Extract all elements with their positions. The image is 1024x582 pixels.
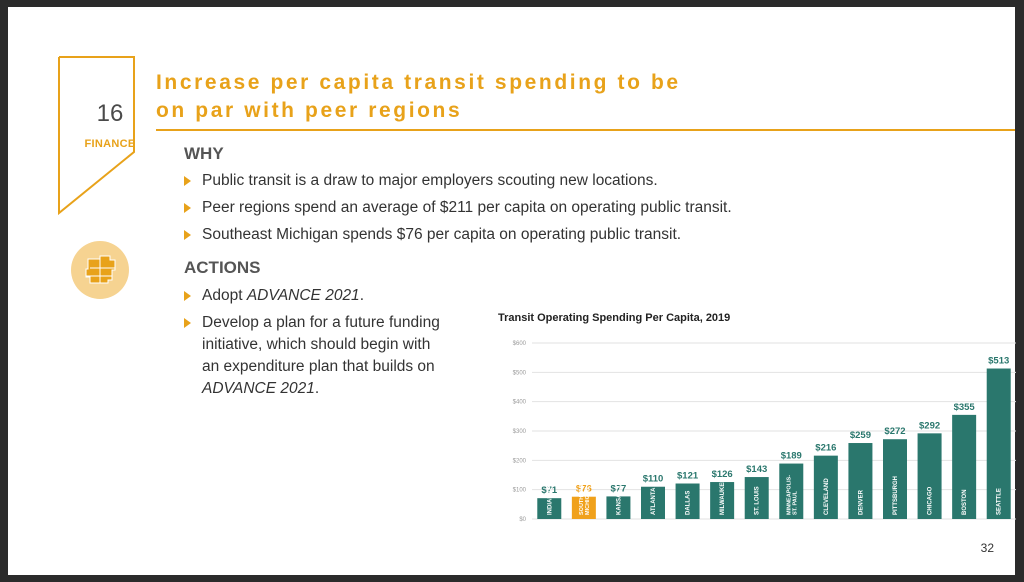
bar — [779, 463, 804, 519]
category-label: DENVER — [858, 489, 864, 515]
bullet-arrow-icon — [184, 230, 191, 240]
why-heading: WHY — [184, 144, 224, 163]
data-label: $77 — [610, 483, 626, 494]
bullet-arrow-icon — [184, 318, 191, 328]
y-tick-label: $600 — [513, 341, 527, 347]
category-label: FINANCE — [84, 138, 136, 150]
category-label: SOUTHEASTMICHIGAN — [579, 480, 591, 515]
category-label: CHICAGO — [928, 486, 934, 515]
bar — [606, 496, 631, 519]
goal-number: 16 — [96, 100, 124, 127]
bar — [848, 443, 873, 519]
title-divider — [156, 129, 1015, 131]
region-map-icon — [71, 241, 129, 299]
data-label: $292 — [919, 420, 940, 431]
y-tick-label: $500 — [513, 370, 527, 376]
data-label: $126 — [712, 469, 733, 480]
spending-bar-chart: $0 $100 $200 $300 $400 $500 $600 $71INDIANAPOLI… — [513, 341, 1016, 523]
bar — [710, 482, 735, 519]
bar — [917, 433, 942, 519]
bar — [883, 439, 907, 519]
bar — [813, 455, 838, 519]
bar — [744, 477, 769, 519]
bar — [641, 486, 665, 519]
why-bullet-1: Public transit is a draw to major employ… — [184, 170, 658, 192]
y-tick-label: $0 — [519, 517, 526, 523]
data-label: $110 — [643, 474, 664, 485]
bar — [952, 414, 977, 519]
bar — [571, 496, 596, 519]
why-bullet-3: Southeast Michigan spends $76 per capita… — [184, 224, 681, 246]
data-label: $76 — [576, 484, 592, 495]
category-label: CLEVELAND — [824, 478, 830, 515]
category-label: BOSTON — [962, 489, 968, 515]
data-label: $143 — [746, 464, 767, 475]
data-label: $272 — [884, 426, 905, 437]
data-label: $513 — [988, 356, 1009, 367]
y-tick-label: $100 — [513, 488, 527, 494]
bar — [675, 483, 700, 519]
why-bullet-2: Peer regions spend an average of $211 pe… — [184, 197, 732, 219]
data-label: $259 — [850, 430, 871, 441]
bar — [537, 498, 562, 519]
category-label: PITTSBURGH — [893, 476, 899, 515]
bar — [986, 368, 1011, 519]
data-label: $189 — [781, 451, 802, 462]
chart-title: Transit Operating Spending Per Capita, 2… — [498, 312, 731, 324]
category-label: ATLANTA — [651, 487, 657, 515]
title-line-1: Increase per capita transit spending to … — [156, 71, 681, 94]
bullet-arrow-icon — [184, 203, 191, 213]
category-label: ST. LOUIS — [755, 486, 761, 515]
category-label: INDIANAPOLIS — [547, 472, 553, 515]
actions-heading: ACTIONS — [184, 258, 261, 277]
category-label: SEATTLE — [997, 488, 1003, 515]
category-label: MINNEAPOLIS-ST. PAUL — [786, 475, 798, 515]
number-tag-outline — [58, 56, 135, 216]
y-tick-label: $200 — [513, 458, 527, 464]
actions-bullet-2: Develop a plan for a future funding init… — [184, 312, 440, 400]
category-label: KANSAS CITY — [616, 474, 622, 515]
bullet-arrow-icon — [184, 176, 191, 186]
data-label: $121 — [677, 471, 699, 482]
slide: 16 FINANCE Increase per capita transit s… — [8, 7, 1016, 575]
data-label: $355 — [954, 402, 976, 413]
actions-bullet-1: Adopt ADVANCE 2021. — [184, 285, 364, 307]
data-label: $71 — [541, 485, 558, 496]
bullet-arrow-icon — [184, 291, 191, 301]
page-title: Increase per capita transit spending to … — [156, 69, 796, 125]
category-label: DALLAS — [686, 491, 692, 515]
data-label: $216 — [815, 443, 836, 454]
category-label: MILWAUKEE — [720, 479, 726, 515]
title-line-2: on par with peer regions — [156, 99, 463, 122]
page-number: 32 — [980, 541, 994, 555]
y-tick-label: $400 — [513, 400, 527, 406]
y-tick-label: $300 — [513, 429, 527, 435]
